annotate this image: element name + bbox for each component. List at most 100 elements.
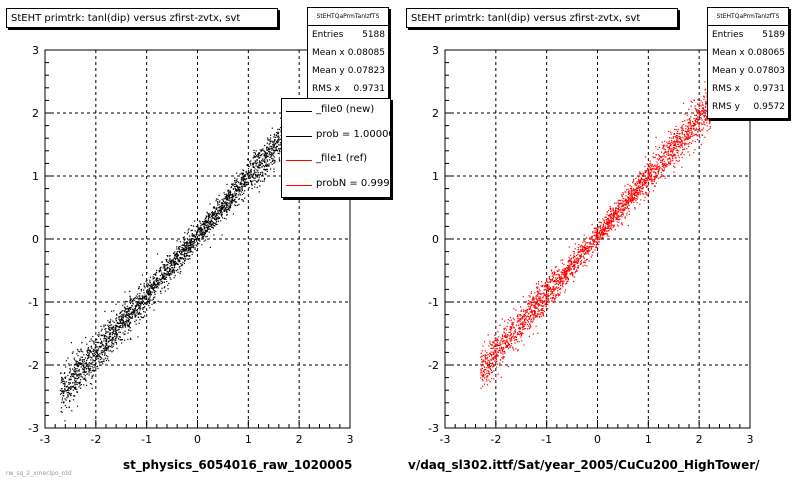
- data-point: [254, 186, 256, 188]
- data-point: [557, 284, 559, 286]
- data-point: [484, 374, 486, 376]
- data-point: [213, 207, 215, 209]
- data-point: [673, 147, 675, 149]
- data-point: [98, 354, 100, 356]
- data-point: [126, 317, 128, 319]
- data-point: [183, 243, 185, 245]
- data-point: [261, 165, 263, 167]
- data-point: [497, 344, 499, 346]
- data-point: [646, 185, 648, 187]
- data-point: [268, 143, 270, 145]
- data-point: [555, 294, 557, 296]
- data-point: [197, 224, 199, 226]
- data-point: [255, 165, 257, 167]
- data-point: [501, 352, 503, 354]
- data-point: [89, 350, 92, 352]
- data-point: [546, 289, 549, 291]
- data-point: [527, 300, 530, 302]
- data-point: [674, 145, 676, 147]
- data-point: [675, 141, 677, 143]
- data-point: [124, 309, 126, 311]
- data-point: [594, 228, 596, 230]
- data-point: [236, 180, 238, 182]
- data-point: [184, 242, 186, 244]
- data-point: [144, 302, 146, 304]
- data-point: [522, 318, 524, 320]
- data-point: [684, 120, 686, 122]
- data-point: [661, 141, 663, 143]
- data-point: [89, 340, 91, 342]
- data-point: [612, 212, 615, 214]
- data-point: [504, 335, 506, 337]
- data-point: [493, 365, 495, 367]
- data-point: [139, 295, 141, 297]
- data-point: [151, 291, 153, 293]
- data-point: [204, 229, 206, 231]
- data-point: [278, 159, 280, 161]
- data-point: [64, 376, 66, 379]
- data-point: [244, 183, 246, 185]
- data-point: [702, 127, 705, 129]
- data-point: [131, 300, 133, 302]
- data-point: [620, 202, 622, 204]
- data-point: [134, 321, 136, 323]
- data-point: [506, 329, 508, 331]
- data-point: [248, 165, 250, 167]
- data-point: [216, 223, 218, 226]
- data-point: [253, 166, 255, 168]
- data-point: [112, 340, 114, 342]
- data-point: [671, 152, 674, 154]
- data-point: [88, 354, 90, 356]
- data-point: [174, 257, 176, 259]
- data-point: [263, 168, 266, 170]
- data-point: [91, 370, 93, 372]
- data-point: [115, 332, 117, 334]
- data-point: [613, 220, 615, 222]
- data-point: [129, 337, 132, 339]
- data-point: [119, 339, 121, 341]
- data-point: [164, 269, 167, 271]
- data-point: [583, 252, 585, 255]
- data-point: [526, 323, 529, 325]
- data-point: [529, 315, 532, 317]
- data-point: [650, 178, 652, 180]
- data-point: [266, 164, 268, 166]
- data-point: [90, 338, 92, 340]
- data-point: [129, 327, 131, 329]
- data-point: [606, 224, 608, 226]
- data-point: [147, 289, 149, 291]
- data-point: [127, 314, 130, 316]
- data-point: [499, 359, 501, 361]
- data-point: [148, 304, 150, 307]
- data-point: [206, 222, 208, 224]
- data-point: [599, 221, 601, 223]
- data-point: [503, 327, 505, 330]
- data-point: [68, 363, 70, 365]
- data-point: [266, 153, 268, 155]
- data-point: [73, 395, 75, 397]
- data-point: [580, 262, 582, 264]
- data-point: [169, 268, 171, 270]
- data-point: [205, 221, 207, 223]
- data-point: [509, 326, 511, 328]
- data-point: [243, 192, 245, 194]
- data-point: [204, 232, 206, 234]
- data-point: [70, 392, 72, 395]
- data-point: [82, 366, 85, 368]
- data-point: [588, 260, 590, 262]
- data-point: [189, 249, 191, 251]
- data-point: [643, 193, 645, 195]
- data-point: [580, 253, 582, 255]
- data-point: [670, 133, 672, 135]
- data-point: [175, 262, 177, 264]
- data-point: [155, 290, 157, 293]
- data-point: [634, 190, 636, 192]
- data-point: [568, 259, 570, 261]
- data-point: [95, 346, 97, 348]
- data-point: [519, 327, 521, 329]
- data-point: [219, 213, 221, 215]
- data-point: [669, 144, 671, 146]
- data-point: [699, 113, 701, 115]
